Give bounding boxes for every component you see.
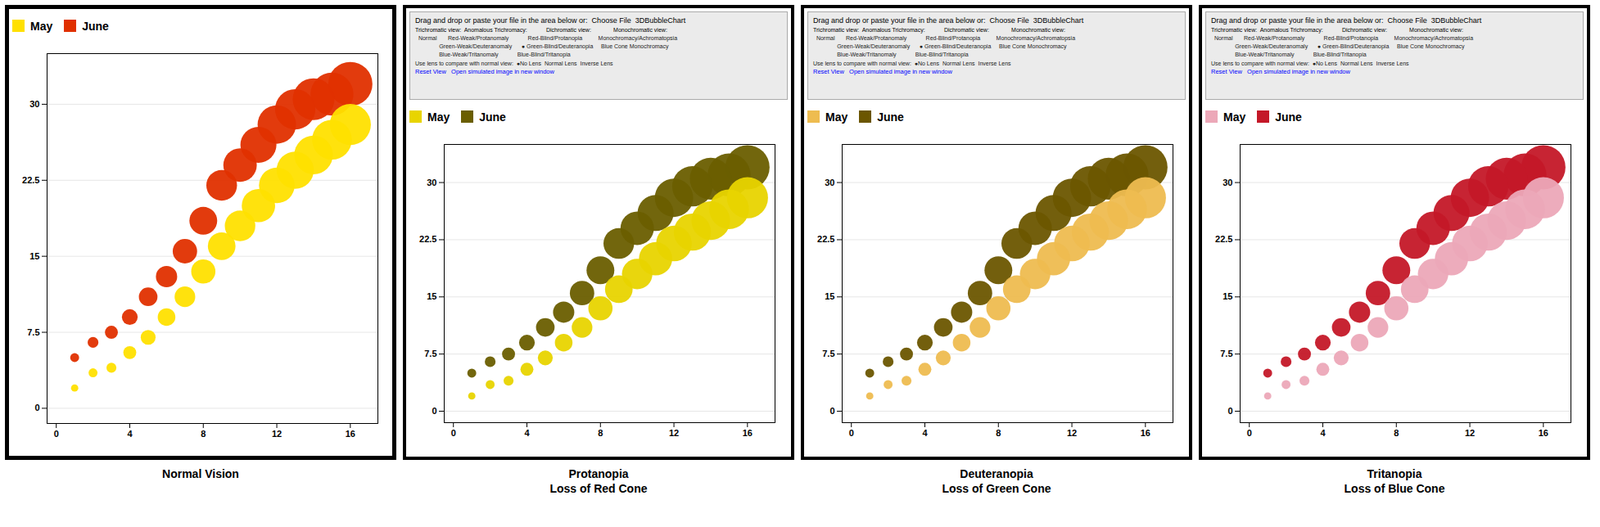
svg-text:16: 16 xyxy=(1140,428,1151,439)
svg-text:0: 0 xyxy=(1247,428,1252,439)
svg-text:12: 12 xyxy=(668,428,679,439)
html-text:Protanopia Loss of Red Cone: Protanopia Loss of Red Cone xyxy=(549,467,648,496)
html-text:May: May xyxy=(30,19,53,33)
html-text:May: May xyxy=(427,110,450,124)
svg-text:4: 4 xyxy=(126,429,133,439)
svg-text:7.5: 7.5 xyxy=(27,327,40,338)
svg-text:0: 0 xyxy=(829,406,835,416)
svg-text:16: 16 xyxy=(1538,428,1549,439)
html-text:May: May xyxy=(825,110,848,124)
html-text:Drag and drop or paste your fi: Drag and drop or paste your file in the … xyxy=(415,16,686,25)
html-text:Deuteranopia Loss of Green Con: Deuteranopia Loss of Green Cone xyxy=(942,467,1051,496)
html-text:June: June xyxy=(479,110,506,124)
svg-text:22.5: 22.5 xyxy=(22,175,40,186)
html-text:Trichromatic view: Anomalous T: Trichromatic view: Anomalous Trichromacy… xyxy=(1211,27,1464,33)
html-text:Blue-Weak/Tritanomaly Blue-Bli: Blue-Weak/Tritanomaly Blue-Blind/Tritano… xyxy=(1211,51,1367,58)
html-text:Normal Red-Weak/Protanomaly Re: Normal Red-Weak/Protanomaly Red-Blind/Pr… xyxy=(1211,35,1474,42)
html-text:Green-Weak/Deuteranomaly ● Gre: Green-Weak/Deuteranomaly ● Green-Blind/D… xyxy=(415,43,669,50)
svg-text:30: 30 xyxy=(426,177,437,188)
svg-text:0: 0 xyxy=(431,406,437,416)
svg-text:12: 12 xyxy=(1066,428,1077,439)
svg-text:16: 16 xyxy=(742,428,753,439)
html-text:Reset View Open simulated imag: Reset View Open simulated image in new w… xyxy=(415,67,555,76)
svg-text:12: 12 xyxy=(271,429,282,439)
svg-text:0: 0 xyxy=(34,402,40,413)
svg-text:15: 15 xyxy=(29,251,40,262)
svg-text:0: 0 xyxy=(451,428,457,439)
svg-text:30: 30 xyxy=(1222,177,1233,188)
html-text:June: June xyxy=(82,19,109,33)
html-text:May: May xyxy=(1223,110,1246,124)
html-text:Green-Weak/Deuteranomaly ● Gre: Green-Weak/Deuteranomaly ● Green-Blind/D… xyxy=(1211,43,1465,50)
svg-text:15: 15 xyxy=(1222,291,1233,302)
svg-text:8: 8 xyxy=(200,429,206,439)
svg-text:4: 4 xyxy=(524,428,530,439)
svg-text:22.5: 22.5 xyxy=(419,234,437,245)
svg-text:15: 15 xyxy=(426,291,437,302)
html-text:Green-Weak/Deuteranomaly ● Gre: Green-Weak/Deuteranomaly ● Green-Blind/D… xyxy=(813,43,1067,50)
html-text:Normal Vision: Normal Vision xyxy=(162,467,240,481)
html-text:Trichromatic view: Anomalous T: Trichromatic view: Anomalous Trichromacy… xyxy=(813,27,1066,33)
svg-text:7.5: 7.5 xyxy=(1220,348,1233,359)
svg-text:7.5: 7.5 xyxy=(424,348,437,359)
svg-text:4: 4 xyxy=(1319,428,1326,439)
html-text:Normal Red-Weak/Protanomaly Re: Normal Red-Weak/Protanomaly Red-Blind/Pr… xyxy=(813,35,1076,42)
svg-text:30: 30 xyxy=(29,99,40,109)
svg-text:7.5: 7.5 xyxy=(822,348,835,359)
html-text:Blue-Weak/Tritanomaly Blue-Bli: Blue-Weak/Tritanomaly Blue-Blind/Tritano… xyxy=(813,51,969,58)
svg-text:12: 12 xyxy=(1464,428,1475,439)
html-text:Reset View Open simulated imag: Reset View Open simulated image in new w… xyxy=(813,67,953,76)
svg-text:4: 4 xyxy=(922,428,928,439)
svg-text:22.5: 22.5 xyxy=(1215,234,1233,245)
svg-text:0: 0 xyxy=(54,429,59,439)
svg-text:0: 0 xyxy=(849,428,855,439)
html-text:Reset View Open simulated imag: Reset View Open simulated image in new w… xyxy=(1211,67,1351,76)
svg-text:30: 30 xyxy=(824,177,835,188)
html-text:Trichromatic view: Anomalous T: Trichromatic view: Anomalous Trichromacy… xyxy=(415,27,668,33)
html-text:June: June xyxy=(1275,110,1302,124)
svg-text:22.5: 22.5 xyxy=(817,234,835,245)
svg-text:8: 8 xyxy=(1393,428,1399,439)
html-text:Blue-Weak/Tritanomaly Blue-Bli: Blue-Weak/Tritanomaly Blue-Blind/Tritano… xyxy=(415,51,571,58)
html-text:June: June xyxy=(877,110,904,124)
html-text:Use lens to compare with norma: Use lens to compare with normal view: ●N… xyxy=(1211,60,1409,66)
svg-text:0: 0 xyxy=(1227,406,1233,416)
html-text:Use lens to compare with norma: Use lens to compare with normal view: ●N… xyxy=(813,60,1011,66)
svg-text:8: 8 xyxy=(597,428,603,439)
html-text:Use lens to compare with norma: Use lens to compare with normal view: ●N… xyxy=(415,60,613,66)
html-text:Normal Red-Weak/Protanomaly Re: Normal Red-Weak/Protanomaly Red-Blind/Pr… xyxy=(415,35,678,42)
svg-text:8: 8 xyxy=(995,428,1001,439)
svg-text:16: 16 xyxy=(345,429,356,439)
svg-text:15: 15 xyxy=(824,291,835,302)
html-text:Tritanopia Loss of Blue Cone: Tritanopia Loss of Blue Cone xyxy=(1344,467,1445,496)
html-text:Drag and drop or paste your fi: Drag and drop or paste your file in the … xyxy=(813,16,1084,25)
html-text:Drag and drop or paste your fi: Drag and drop or paste your file in the … xyxy=(1211,16,1482,25)
